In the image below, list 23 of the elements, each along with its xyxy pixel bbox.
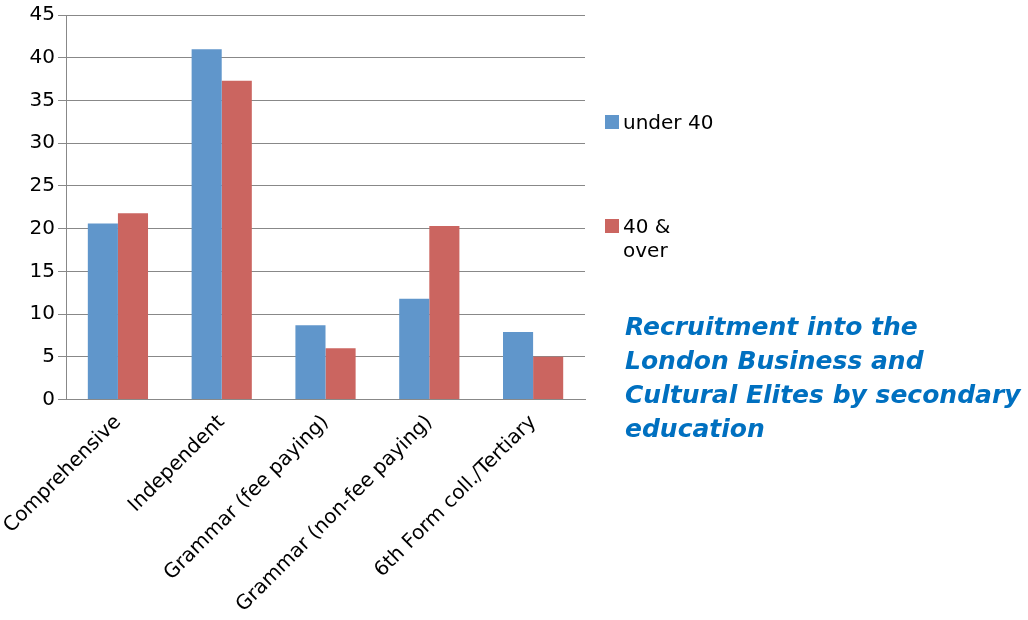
y-tick-label: 20 xyxy=(29,214,56,239)
legend-label: 40 & over xyxy=(623,214,672,262)
bar xyxy=(191,49,222,400)
y-tick-label: 25 xyxy=(29,172,56,197)
text: Recruitment into the London Business and Cultural Elites by secondary education xyxy=(625,311,1022,445)
y-tick-label: 5 xyxy=(42,343,56,368)
bar xyxy=(295,325,326,400)
y-tick-label: 40 xyxy=(29,43,56,68)
bar xyxy=(325,348,356,400)
bar xyxy=(533,356,564,400)
bar xyxy=(503,332,534,400)
y-tick-label: 45 xyxy=(29,1,56,26)
y-tick-label: 0 xyxy=(42,385,56,410)
y-tick-label: 35 xyxy=(29,86,56,111)
bar xyxy=(221,80,252,400)
y-tick-label: 15 xyxy=(29,257,56,282)
bar xyxy=(117,213,149,400)
bar xyxy=(399,298,430,400)
y-tick-label: 30 xyxy=(29,129,56,154)
y-tick-label: 10 xyxy=(29,300,56,325)
legend-label: under 40 xyxy=(623,110,714,134)
bar xyxy=(87,223,118,400)
bar xyxy=(429,226,460,400)
